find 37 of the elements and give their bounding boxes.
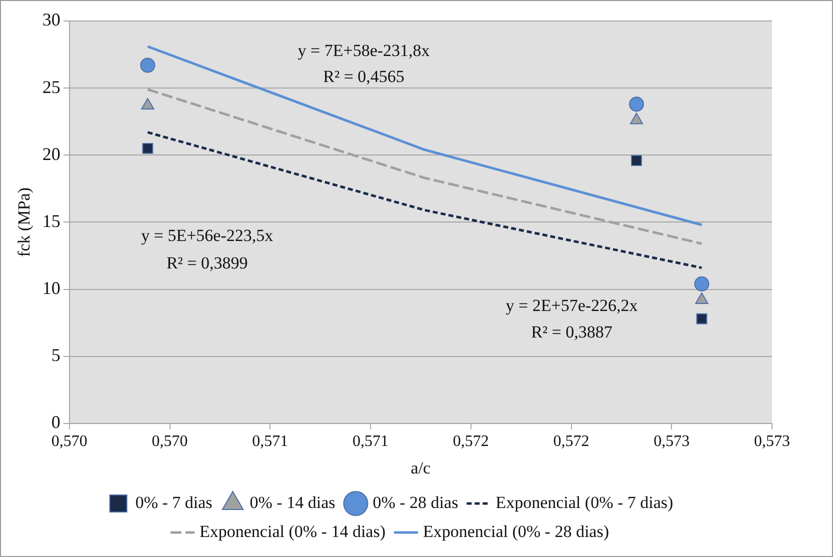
point	[630, 112, 644, 124]
y-tick-label: 0	[51, 412, 60, 432]
point	[696, 313, 708, 324]
y-tick-label: 20	[42, 144, 60, 164]
y-tick-label: 15	[42, 210, 60, 231]
legend-label: Exponencial (0% - 14 dias)	[200, 522, 386, 541]
point	[694, 276, 710, 292]
annotation: y = 2E+57e-226,2x	[506, 296, 638, 316]
annotation: R² = 0,3899	[166, 254, 248, 273]
legend-label: 0% - 14 dias	[250, 492, 336, 512]
x-tick-label: 0,573	[654, 433, 690, 450]
y-axis-title: fck (MPa)	[14, 187, 34, 257]
y-tick-label: 30	[42, 10, 60, 30]
point	[631, 155, 642, 166]
y-tick-label: 5	[51, 345, 60, 366]
legend-label: 0% - 7 dias	[135, 492, 212, 512]
x-tick-label: 0,570	[152, 433, 188, 450]
legend-label: Exponencial (0% - 7 dias)	[496, 492, 674, 512]
x-tick-label: 0,572	[553, 433, 590, 450]
x-tick-label: 0,572	[452, 433, 489, 450]
legend-label: Exponencial (0% - 28 dias)	[423, 522, 609, 541]
point	[629, 96, 644, 112]
point	[140, 58, 156, 73]
annotation: y = 5E+56e-223,5x	[141, 226, 274, 246]
x-tick-label: 0,570	[51, 433, 88, 450]
point	[141, 98, 154, 110]
y-tick-label: 25	[42, 76, 60, 97]
x-tick-label: 0,573	[754, 433, 790, 450]
point	[142, 142, 154, 154]
y-tick-label: 10	[42, 278, 60, 298]
annotation: y = 7E+58e-231,8x	[298, 41, 430, 60]
legend-label: 0% - 28 dias	[372, 492, 458, 512]
annotation: R² = 0,3887	[531, 322, 613, 342]
x-tick-label: 0,571	[252, 433, 288, 450]
x-tick-label: 0,571	[352, 433, 389, 450]
x-axis-title: a/c	[410, 458, 432, 478]
annotation: R² = 0,4565	[323, 67, 404, 86]
